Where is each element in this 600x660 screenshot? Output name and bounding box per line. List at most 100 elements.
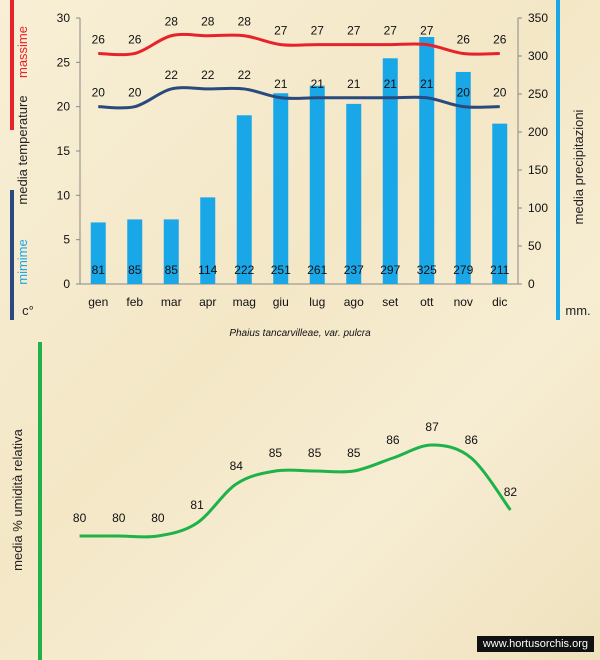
humidity-value-label: 84 xyxy=(230,459,244,473)
precip-bar xyxy=(127,219,143,284)
left-axis-max-bar xyxy=(10,0,14,130)
left-axis-min-bar xyxy=(10,190,14,320)
right-axis-bar xyxy=(556,0,560,320)
left-tick-label: 30 xyxy=(57,11,71,25)
right-tick-label: 100 xyxy=(528,201,548,215)
x-tick-label: lug xyxy=(309,295,325,309)
humidity-value-label: 85 xyxy=(308,446,322,460)
humidity-value-label: 87 xyxy=(425,420,439,434)
precip-value-label: 114 xyxy=(198,263,217,277)
temp-value-label-mimime: 20 xyxy=(128,86,142,100)
x-tick-label: mag xyxy=(233,295,256,309)
temp-value-label-mimime: 22 xyxy=(201,68,215,82)
axis-label-media-temperature: media temperature xyxy=(15,95,30,204)
precip-value-label: 325 xyxy=(417,263,437,277)
left-tick-label: 0 xyxy=(63,277,70,291)
x-tick-label: set xyxy=(382,295,399,309)
precip-bar xyxy=(419,37,435,284)
humidity-axis-bar xyxy=(38,342,42,660)
temp-value-label-massime: 26 xyxy=(457,32,471,46)
precip-value-label: 279 xyxy=(453,263,473,277)
temp-value-label-massime: 27 xyxy=(311,24,325,38)
temp-value-label-mimime: 21 xyxy=(347,77,361,91)
temp-value-label-mimime: 22 xyxy=(238,68,252,82)
x-tick-label: ago xyxy=(344,295,364,309)
x-tick-label: feb xyxy=(126,295,143,309)
temp-value-label-massime: 28 xyxy=(165,15,179,29)
temp-value-label-mimime: 21 xyxy=(274,77,288,91)
left-tick-label: 5 xyxy=(63,233,70,247)
precip-bar xyxy=(382,58,398,284)
left-tick-label: 10 xyxy=(57,188,71,202)
precip-value-label: 251 xyxy=(271,263,291,277)
axis-label-massime: massime xyxy=(15,26,30,78)
right-tick-label: 250 xyxy=(528,87,548,101)
right-tick-label: 300 xyxy=(528,49,548,63)
precip-value-label: 297 xyxy=(380,263,400,277)
precip-value-label: 85 xyxy=(165,263,179,277)
humidity-value-label: 80 xyxy=(151,511,165,525)
x-tick-label: gen xyxy=(88,295,108,309)
temp-value-label-massime: 26 xyxy=(493,32,507,46)
axis-label-mimime: mimime xyxy=(15,239,30,285)
right-tick-label: 350 xyxy=(528,11,548,25)
x-tick-label: dic xyxy=(492,295,507,309)
precip-value-label: 222 xyxy=(234,263,254,277)
temp-value-label-massime: 27 xyxy=(274,24,288,38)
temp-value-label-mimime: 20 xyxy=(92,86,106,100)
temp-value-label-mimime: 21 xyxy=(384,77,398,91)
humidity-value-label: 86 xyxy=(465,433,479,447)
x-tick-label: ott xyxy=(420,295,434,309)
precip-bar xyxy=(455,71,471,285)
humidity-value-label: 85 xyxy=(347,446,361,460)
precip-bar xyxy=(273,93,289,285)
temp-value-label-massime: 28 xyxy=(238,15,252,29)
precip-bar xyxy=(200,197,216,284)
humidity-value-label: 86 xyxy=(386,433,400,447)
axis-unit-mm: mm. xyxy=(565,303,590,318)
axis-label-umidita: media % umidità relativa xyxy=(10,428,25,570)
humidity-line xyxy=(79,443,512,539)
x-tick-label: giu xyxy=(273,295,289,309)
precip-bar xyxy=(90,222,106,284)
x-tick-label: mar xyxy=(161,295,182,309)
humidity-value-label: 85 xyxy=(269,446,283,460)
precip-bar xyxy=(346,103,362,284)
precip-value-label: 85 xyxy=(128,263,142,277)
left-tick-label: 15 xyxy=(57,144,71,158)
temp-value-label-massime: 27 xyxy=(420,24,434,38)
left-tick-label: 20 xyxy=(57,100,71,114)
x-tick-label: nov xyxy=(454,295,473,309)
x-tick-label: apr xyxy=(199,295,216,309)
temp-value-label-mimime: 21 xyxy=(311,77,325,91)
temp-value-label-mimime: 20 xyxy=(493,86,507,100)
temp-value-label-massime: 26 xyxy=(128,32,142,46)
temp-value-label-massime: 26 xyxy=(92,32,106,46)
right-tick-label: 200 xyxy=(528,125,548,139)
temp-line-mimime xyxy=(98,86,500,110)
humidity-value-label: 80 xyxy=(112,511,126,525)
precip-value-label: 211 xyxy=(490,263,509,277)
precip-bar xyxy=(309,85,325,284)
axis-label-precipitazioni: media precipitazioni xyxy=(571,109,586,224)
precip-bar xyxy=(163,219,179,284)
humidity-value-label: 81 xyxy=(190,498,204,512)
right-tick-label: 50 xyxy=(528,239,542,253)
precip-bar xyxy=(236,115,252,284)
temp-value-label-massime: 27 xyxy=(347,24,361,38)
watermark: www.hortusorchis.org xyxy=(476,636,594,652)
temp-value-label-mimime: 21 xyxy=(420,77,434,91)
chart-subtitle: Phaius tancarvilleae, var. pulcra xyxy=(229,328,371,339)
precip-value-label: 261 xyxy=(307,263,327,277)
temp-value-label-massime: 28 xyxy=(201,15,215,29)
left-tick-label: 25 xyxy=(57,55,71,69)
humidity-value-label: 82 xyxy=(504,485,518,499)
precip-value-label: 81 xyxy=(92,263,106,277)
temp-value-label-massime: 27 xyxy=(384,24,398,38)
precip-value-label: 237 xyxy=(344,263,364,277)
temp-value-label-mimime: 20 xyxy=(457,86,471,100)
temp-value-label-mimime: 22 xyxy=(165,68,179,82)
right-tick-label: 150 xyxy=(528,163,548,177)
